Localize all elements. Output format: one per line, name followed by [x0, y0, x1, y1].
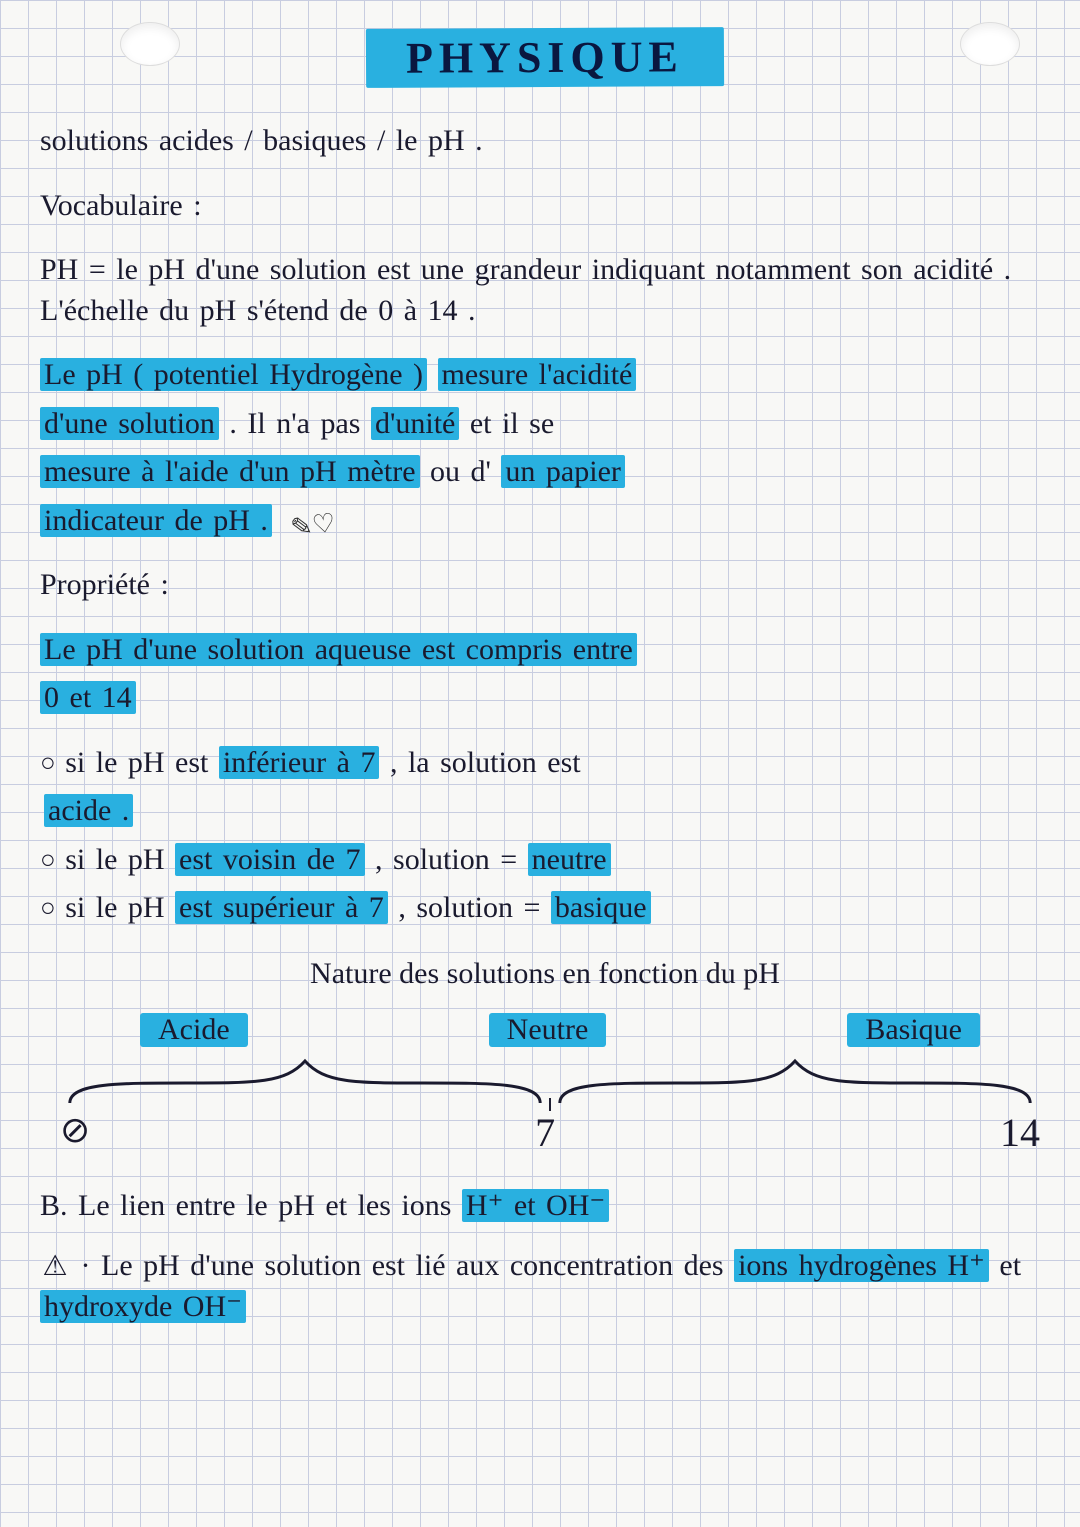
def2-part: d'unité [371, 407, 459, 440]
diagram-label-acid: Acide [140, 1013, 248, 1047]
bracket-icon [60, 1053, 1040, 1113]
diagram-title: Nature des solutions en fonction du pH [40, 957, 1050, 991]
warning-line: ⚠ · Le pH d'une solution est lié aux con… [40, 1246, 1050, 1327]
doodle-icon: ✎♡ [289, 504, 339, 545]
def2-part: Le pH ( potentiel Hydrogène ) [40, 358, 427, 391]
title-row: PHYSIQUE [40, 28, 1050, 87]
punch-hole-right [960, 22, 1020, 66]
def2-part: mesure à l'aide d'un pH mètre [40, 455, 420, 488]
tick-7: 7 [535, 1109, 555, 1156]
def2-part: mesure l'acidité [438, 358, 637, 391]
page-title: PHYSIQUE [366, 27, 724, 88]
def2-part: d'une solution [40, 407, 219, 440]
diagram-label-neutral: Neutre [489, 1013, 607, 1047]
warning-icon: ⚠ [40, 1248, 70, 1286]
def2-part: . Il n'a pas [229, 407, 360, 440]
property-1: Le pH d'une solution aqueuse est compris… [40, 630, 1050, 719]
bullets: si le pH est inférieur à 7 , la solution… [40, 743, 1050, 929]
bullet-neutral: si le pH est voisin de 7 , solution = ne… [40, 840, 1050, 881]
diagram-label-basic: Basique [847, 1013, 980, 1047]
ph-scale-diagram: Nature des solutions en fonction du pH A… [40, 957, 1050, 1156]
property-heading: Propriété : [40, 565, 1050, 606]
section-b-heading: B. Le lien entre le pH et les ions H⁺ et… [40, 1186, 1050, 1227]
punch-hole-left [120, 22, 180, 66]
tick-14: 14 [1000, 1109, 1040, 1156]
bullet-basic: si le pH est supérieur à 7 , solution = … [40, 888, 1050, 929]
bullet-acid-cont: acide . [44, 794, 133, 827]
bullet-acid: si le pH est inférieur à 7 , la solution… [40, 743, 1050, 784]
def2-part: ou d' [430, 455, 491, 488]
prop1-text: Le pH d'une solution aqueuse est compris… [40, 633, 637, 666]
definition-plain: PH = le pH d'une solution est une grande… [40, 250, 1050, 331]
def2-part: un papier [501, 455, 624, 488]
subtitle: solutions acides / basiques / le pH . [40, 121, 1050, 162]
def2-part: et il se [470, 407, 554, 440]
tick-0: ⊘ [60, 1109, 90, 1156]
vocab-heading: Vocabulaire : [40, 186, 1050, 227]
def2-part: indicateur de pH . [40, 504, 272, 537]
definition-highlighted: Le pH ( potentiel Hydrogène ) mesure l'a… [40, 355, 1050, 541]
prop1-text: 0 et 14 [40, 681, 136, 714]
